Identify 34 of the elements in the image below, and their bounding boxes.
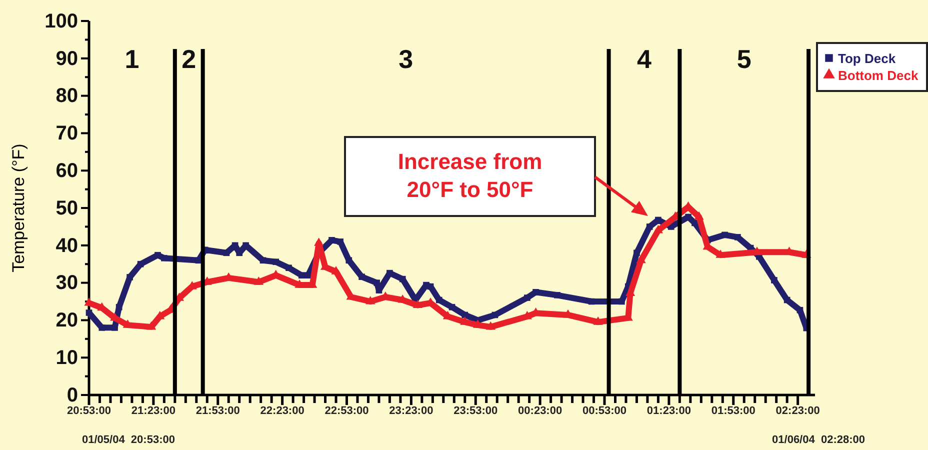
x-tick-label: 22:23:00 bbox=[260, 405, 304, 417]
annotation: 5 bbox=[736, 44, 752, 74]
legend-label: Top Deck bbox=[838, 51, 896, 66]
annotation: 4 bbox=[637, 44, 652, 74]
x-tick-label: 00:23:00 bbox=[518, 405, 562, 417]
x-tick-label: 02:23:00 bbox=[776, 405, 820, 417]
y-tick-label: 80 bbox=[56, 85, 78, 108]
x-tick-label: 01:53:00 bbox=[711, 405, 756, 417]
annotation: 2 bbox=[182, 44, 196, 74]
x-tick-label: 22:53:00 bbox=[324, 405, 369, 417]
y-tick-label: 60 bbox=[56, 160, 78, 182]
x-tick-label: 23:53:00 bbox=[454, 405, 498, 417]
y-axis-title: Temperature (°F) bbox=[9, 144, 28, 272]
annotation: 1 bbox=[124, 44, 140, 74]
x-tick-label: 20:53:00 bbox=[66, 405, 112, 417]
x-tick-label: 23:23:00 bbox=[389, 405, 434, 417]
y-tick-label: 10 bbox=[56, 347, 78, 369]
x-tick-label: 21:53:00 bbox=[196, 405, 240, 417]
annotation: 3 bbox=[398, 44, 414, 74]
x-tick-label: 21:23:00 bbox=[131, 405, 176, 417]
y-tick-label: 70 bbox=[56, 122, 78, 145]
text: 01/06/04 02:28:00 bbox=[772, 434, 865, 446]
y-tick-label: 0 bbox=[66, 384, 78, 406]
y-tick-label: 90 bbox=[56, 48, 78, 70]
x-tick-label: 00:53:00 bbox=[582, 405, 627, 417]
annotation: Increase from 20°F to 50°F bbox=[398, 149, 542, 202]
y-tick-label: 20 bbox=[56, 310, 78, 332]
y-tick-label: 30 bbox=[56, 272, 78, 294]
y-tick-label: 40 bbox=[56, 234, 78, 257]
y-tick-label: 100 bbox=[44, 10, 78, 32]
y-tick-label: 50 bbox=[56, 197, 78, 220]
text: 01/05/04 20:53:00 bbox=[82, 434, 175, 446]
legend-label: Bottom Deck bbox=[838, 68, 919, 83]
x-tick-label: 01:23:00 bbox=[646, 405, 691, 417]
